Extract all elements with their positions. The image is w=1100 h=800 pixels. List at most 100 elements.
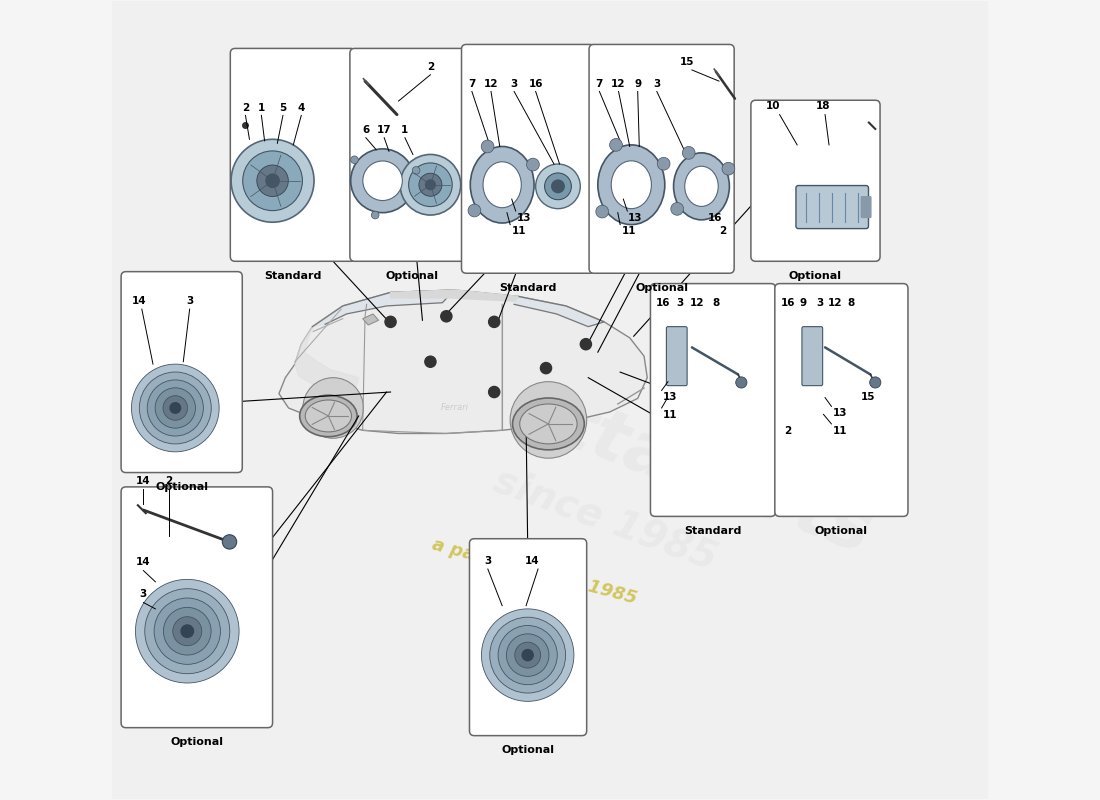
Circle shape	[182, 625, 194, 638]
Circle shape	[173, 617, 201, 646]
Text: Optional: Optional	[635, 283, 689, 293]
Circle shape	[488, 316, 499, 327]
Circle shape	[400, 154, 461, 215]
Text: 13: 13	[833, 408, 847, 418]
Text: 2: 2	[784, 426, 791, 436]
Polygon shape	[363, 314, 378, 325]
Text: Optional: Optional	[815, 526, 868, 536]
Text: 2: 2	[427, 62, 434, 71]
FancyBboxPatch shape	[861, 197, 871, 218]
Circle shape	[596, 206, 608, 218]
Text: 9: 9	[800, 298, 807, 307]
Circle shape	[536, 164, 581, 209]
Text: 3: 3	[676, 298, 683, 307]
Text: 13: 13	[517, 213, 531, 222]
Circle shape	[164, 607, 211, 655]
Circle shape	[870, 377, 881, 388]
Text: Standard: Standard	[684, 526, 741, 536]
Polygon shape	[295, 306, 359, 392]
Text: 12: 12	[828, 298, 843, 307]
Text: 14: 14	[132, 296, 146, 306]
Circle shape	[243, 151, 302, 210]
Circle shape	[385, 316, 396, 327]
Ellipse shape	[684, 166, 718, 206]
FancyBboxPatch shape	[774, 284, 908, 516]
Polygon shape	[390, 290, 518, 301]
Text: 8: 8	[712, 298, 719, 307]
Text: Optional: Optional	[386, 271, 439, 281]
Text: 2: 2	[242, 103, 249, 113]
Circle shape	[468, 204, 481, 217]
Text: 9: 9	[634, 79, 641, 89]
Circle shape	[481, 140, 494, 153]
Text: 13: 13	[628, 213, 642, 222]
Circle shape	[425, 356, 436, 367]
Text: since 1985: since 1985	[488, 462, 723, 578]
Circle shape	[302, 378, 363, 438]
Text: 14: 14	[525, 556, 540, 566]
Text: 15: 15	[680, 57, 694, 66]
Text: Optional: Optional	[155, 482, 208, 492]
FancyBboxPatch shape	[121, 487, 273, 728]
Circle shape	[515, 642, 540, 668]
FancyBboxPatch shape	[667, 326, 688, 386]
Ellipse shape	[471, 146, 535, 223]
Ellipse shape	[483, 162, 521, 208]
Text: 14: 14	[136, 476, 151, 486]
Circle shape	[581, 338, 592, 350]
Text: 7: 7	[469, 79, 475, 89]
Text: 16: 16	[656, 298, 671, 307]
Text: 14: 14	[136, 558, 151, 567]
Circle shape	[222, 534, 236, 549]
Circle shape	[408, 163, 452, 206]
Circle shape	[522, 650, 534, 661]
Ellipse shape	[299, 395, 358, 437]
FancyBboxPatch shape	[462, 45, 595, 274]
Text: a passion since 1985: a passion since 1985	[430, 535, 638, 607]
Polygon shape	[279, 290, 647, 434]
Ellipse shape	[597, 145, 664, 225]
Text: Optional: Optional	[789, 271, 842, 281]
FancyBboxPatch shape	[121, 272, 242, 473]
Text: Standard: Standard	[499, 283, 557, 293]
Text: Standard: Standard	[264, 271, 321, 281]
Text: 15: 15	[861, 392, 876, 402]
Text: 2: 2	[719, 226, 726, 236]
Text: GiuliettaParts: GiuliettaParts	[330, 311, 881, 568]
Ellipse shape	[306, 400, 352, 432]
Text: 4: 4	[298, 103, 305, 113]
Circle shape	[609, 138, 623, 151]
FancyBboxPatch shape	[590, 45, 734, 274]
Circle shape	[351, 149, 415, 213]
Ellipse shape	[513, 398, 584, 450]
Circle shape	[363, 161, 403, 201]
FancyBboxPatch shape	[350, 49, 475, 262]
Text: 3: 3	[816, 298, 823, 307]
Text: 11: 11	[512, 226, 526, 236]
Circle shape	[510, 382, 586, 458]
Ellipse shape	[519, 404, 578, 444]
Text: 3: 3	[510, 79, 518, 89]
Circle shape	[490, 617, 565, 693]
Circle shape	[682, 146, 695, 159]
Text: 17: 17	[377, 126, 392, 135]
Circle shape	[482, 609, 574, 702]
Circle shape	[147, 380, 204, 436]
Circle shape	[163, 396, 188, 420]
Text: 18: 18	[815, 102, 829, 111]
Circle shape	[231, 139, 314, 222]
Circle shape	[488, 386, 499, 398]
Circle shape	[372, 211, 379, 219]
Circle shape	[671, 202, 683, 215]
Text: 12: 12	[612, 79, 626, 89]
Circle shape	[266, 174, 279, 187]
Text: 1: 1	[402, 126, 408, 135]
Text: Ferrari: Ferrari	[440, 403, 469, 413]
Text: Optional: Optional	[170, 738, 223, 747]
Circle shape	[135, 579, 239, 683]
Text: 3: 3	[140, 590, 147, 599]
Circle shape	[658, 158, 670, 170]
Circle shape	[351, 156, 359, 163]
Text: 11: 11	[833, 426, 847, 435]
Text: 16: 16	[708, 213, 723, 222]
